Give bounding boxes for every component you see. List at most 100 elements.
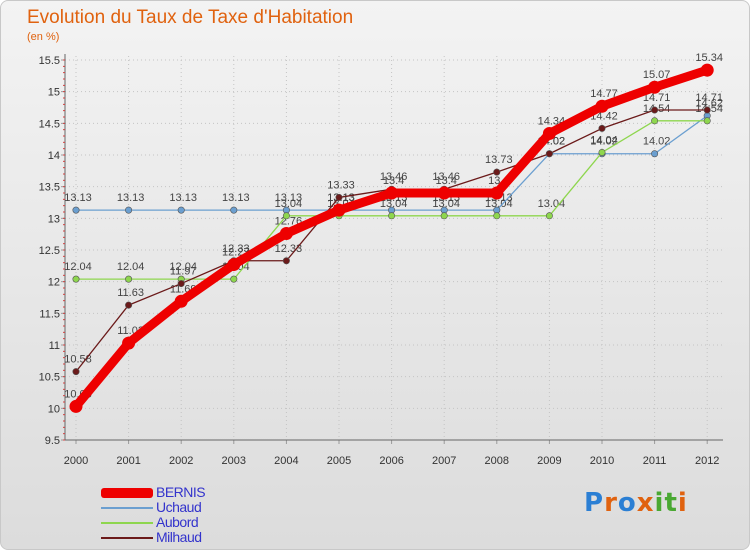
data-label-bernis: 15.07: [643, 69, 671, 81]
data-point-uchaud: [651, 150, 659, 158]
legend-swatch-bernis: [101, 487, 153, 498]
data-point-bernis: [700, 63, 714, 77]
data-point-aubord: [545, 212, 553, 220]
y-tick-label: 15: [48, 87, 60, 99]
data-point-bernis: [227, 258, 241, 272]
data-point-uchaud: [72, 206, 80, 214]
data-label-milhaud: 10.58: [64, 354, 92, 366]
logo-letter: x: [636, 488, 655, 518]
data-point-aubord: [282, 212, 290, 220]
data-point-bernis: [648, 80, 662, 94]
data-point-milhaud: [72, 368, 80, 376]
y-tick-label: 13.5: [39, 182, 60, 194]
data-label-uchaud: 13.13: [275, 192, 303, 204]
data-label-aubord: 12.04: [169, 261, 197, 273]
logo-letter: i: [654, 488, 665, 518]
logo-letter: r: [604, 488, 618, 518]
y-tick-label: 10.5: [39, 372, 60, 384]
data-point-bernis: [385, 186, 399, 200]
x-tick-label: 2010: [590, 455, 614, 467]
data-point-bernis: [437, 186, 451, 200]
x-tick-label: 2011: [643, 455, 667, 467]
legend-label-bernis: BERNIS: [156, 484, 206, 500]
data-point-aubord: [72, 275, 80, 283]
data-point-bernis: [122, 336, 136, 350]
data-label-bernis: 14.77: [590, 88, 618, 100]
data-label-aubord: 12.04: [117, 261, 145, 273]
x-tick-label: 2003: [222, 455, 246, 467]
data-label-bernis: 15.34: [695, 52, 723, 64]
data-point-uchaud: [230, 206, 238, 214]
y-tick-label: 14.5: [39, 118, 60, 130]
logo-letter: o: [617, 488, 637, 518]
data-point-bernis: [542, 126, 556, 140]
legend-item-aubord[interactable]: Aubord: [101, 515, 281, 530]
data-point-aubord: [703, 117, 711, 125]
data-label-aubord: 13.04: [380, 198, 408, 210]
y-tick-label: 13: [48, 213, 60, 225]
data-point-aubord: [230, 275, 238, 283]
data-label-bernis: 12.76: [275, 216, 303, 228]
legend-item-milhaud[interactable]: Milhaud: [101, 530, 281, 545]
x-tick-label: 2004: [274, 455, 298, 467]
data-point-milhaud: [493, 168, 501, 176]
data-point-uchaud: [125, 206, 133, 214]
data-label-milhaud: 11.97: [170, 266, 197, 278]
data-label-milhaud: 13.33: [327, 179, 355, 191]
y-axis-unit: (en %): [27, 31, 60, 43]
data-point-aubord: [493, 212, 501, 220]
y-tick-label: 11.5: [39, 308, 60, 320]
data-label-milhaud: 13.46: [380, 171, 408, 183]
data-label-milhaud: 14.71: [643, 92, 671, 104]
data-label-milhaud: 14.71: [695, 92, 723, 104]
x-tick-label: 2009: [537, 455, 561, 467]
data-label-milhaud: 12.33: [222, 243, 250, 255]
data-point-milhaud: [282, 257, 290, 265]
legend-swatch-milhaud: [101, 536, 153, 539]
logo-letter: P: [584, 488, 605, 518]
data-point-milhaud: [598, 124, 606, 132]
legend-item-bernis[interactable]: BERNIS: [101, 485, 281, 500]
data-label-uchaud: 14.62: [695, 98, 723, 110]
x-tick-label: 2012: [695, 455, 719, 467]
chart-title: Evolution du Taux de Taxe d'Habitation: [27, 7, 354, 28]
data-label-aubord: 12.04: [64, 261, 92, 273]
data-point-bernis: [595, 99, 609, 113]
proxiti-logo[interactable]: Proxiti: [584, 488, 688, 518]
data-label-milhaud: 13.73: [485, 154, 513, 166]
x-tick-label: 2001: [116, 455, 140, 467]
x-tick-label: 2008: [485, 455, 509, 467]
data-label-bernis: 13.4: [435, 175, 456, 187]
legend: BERNIS Uchaud Aubord Milhaud: [101, 485, 281, 545]
data-label-bernis: 13.4: [383, 175, 404, 187]
legend-label-milhaud: Milhaud: [156, 529, 202, 545]
y-tick-label: 10: [48, 403, 60, 415]
data-point-bernis: [332, 203, 346, 217]
data-point-aubord: [125, 275, 133, 283]
y-tick-label: 11: [49, 340, 60, 352]
x-tick-label: 2005: [327, 455, 351, 467]
data-label-bernis: 12.27: [222, 247, 250, 259]
data-point-milhaud: [703, 106, 711, 114]
data-label-milhaud: 13.46: [432, 171, 460, 183]
data-point-aubord: [598, 148, 606, 156]
legend-item-uchaud[interactable]: Uchaud: [101, 500, 281, 515]
data-point-aubord: [388, 212, 396, 220]
y-tick-label: 12: [48, 277, 60, 289]
legend-label-aubord: Aubord: [156, 514, 199, 530]
data-label-milhaud: 11.63: [117, 287, 144, 299]
data-point-milhaud: [335, 193, 343, 201]
data-label-aubord: 13.04: [432, 198, 460, 210]
x-tick-label: 2002: [169, 455, 193, 467]
logo-letter: i: [677, 488, 688, 518]
data-point-aubord: [651, 117, 659, 125]
data-label-uchaud: 13.13: [169, 192, 197, 204]
data-point-uchaud: [177, 206, 185, 214]
legend-swatch-aubord: [101, 521, 153, 524]
data-label-aubord: 13.04: [275, 198, 303, 210]
legend-swatch-uchaud: [101, 506, 153, 509]
x-tick-label: 2006: [379, 455, 403, 467]
data-point-bernis: [174, 294, 188, 308]
